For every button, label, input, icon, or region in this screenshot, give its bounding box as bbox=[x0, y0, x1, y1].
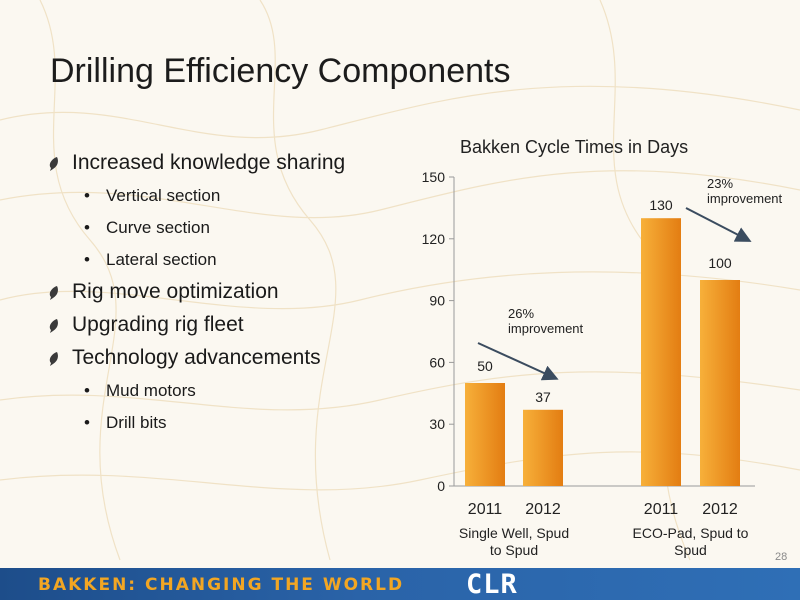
data-label: 37 bbox=[535, 389, 551, 405]
annotation-arrow bbox=[477, 342, 559, 381]
y-tick-label: 120 bbox=[422, 231, 446, 247]
bullet-item: Upgrading rig fleet bbox=[48, 310, 378, 343]
bullet-text: Mud motors bbox=[106, 381, 196, 400]
bullet-text: Technology advancements bbox=[72, 346, 321, 369]
x-tick-label: 2012 bbox=[525, 501, 561, 518]
bullet-text: Drill bits bbox=[106, 413, 167, 432]
sub-bullet-item: • Drill bits bbox=[48, 408, 378, 440]
leaf-bullet-icon bbox=[49, 157, 58, 171]
sub-bullet-item: • Curve section bbox=[48, 213, 378, 245]
bullet-dot: • bbox=[84, 413, 90, 432]
bullet-item: Increased knowledge sharing bbox=[48, 148, 378, 181]
leaf-bullet-icon bbox=[49, 319, 58, 333]
bullet-list: Increased knowledge sharing • Vertical sec… bbox=[48, 148, 378, 440]
bullet-dot: • bbox=[84, 381, 90, 400]
bullet-item: Technology advancements bbox=[48, 343, 378, 376]
x-tick-label: 2011 bbox=[644, 501, 679, 518]
group-label: Single Well, Spud bbox=[459, 525, 569, 541]
bullet-text: Vertical section bbox=[106, 186, 221, 205]
y-tick-label: 30 bbox=[429, 416, 445, 432]
annotation-text: 23% bbox=[707, 176, 733, 191]
bullet-dot: • bbox=[84, 218, 90, 237]
bullet-text: Curve section bbox=[106, 218, 210, 237]
bullet-dot: • bbox=[84, 250, 90, 269]
bullet-text: Rig move optimization bbox=[72, 280, 279, 303]
bullet-text: Increased knowledge sharing bbox=[72, 151, 346, 174]
group-label: to Spud bbox=[490, 542, 538, 558]
bar-chart: 0 30 60 90 120 150 50 2011 37 2012 Single Well, Sp… bbox=[422, 169, 783, 558]
annotation-text: improvement bbox=[508, 321, 584, 336]
sub-bullet-item: • Vertical section bbox=[48, 181, 378, 213]
footer-banner: BAKKEN: CHANGING THE WORLD CLR bbox=[0, 568, 800, 600]
bullet-text: Upgrading rig fleet bbox=[72, 313, 244, 336]
y-tick-label: 150 bbox=[422, 169, 446, 185]
bullet-dot: • bbox=[84, 186, 90, 205]
page-number: 28 bbox=[775, 551, 788, 563]
y-tick-label: 90 bbox=[429, 293, 445, 309]
bar bbox=[465, 383, 505, 486]
chart-title: Bakken Cycle Times in Days bbox=[460, 137, 689, 157]
leaf-bullet-icon bbox=[49, 286, 58, 300]
bullet-text: Lateral section bbox=[106, 250, 217, 269]
annotation-arrow bbox=[685, 207, 752, 242]
sub-bullet-item: • Mud motors bbox=[48, 376, 378, 408]
footer-banner-text: BAKKEN: CHANGING THE WORLD bbox=[38, 575, 405, 595]
group-label: ECO-Pad, Spud to bbox=[633, 525, 749, 541]
annotation-text: 26% bbox=[508, 306, 534, 321]
annotation-text: improvement bbox=[707, 191, 783, 206]
y-tick-label: 0 bbox=[437, 478, 445, 494]
data-label: 50 bbox=[477, 358, 493, 374]
x-tick-label: 2012 bbox=[702, 501, 738, 518]
sub-bullet-item: • Lateral section bbox=[48, 245, 378, 277]
bar bbox=[523, 409, 563, 486]
data-label: 100 bbox=[708, 255, 732, 271]
y-tick-label: 60 bbox=[429, 354, 445, 370]
x-tick-label: 2011 bbox=[468, 501, 503, 518]
slide-title: Drilling Efficiency Components bbox=[50, 52, 511, 90]
bullet-item: Rig move optimization bbox=[48, 277, 378, 310]
leaf-bullet-icon bbox=[49, 352, 58, 366]
group-label: Spud bbox=[674, 542, 707, 558]
bar bbox=[641, 218, 681, 486]
company-logo: CLR bbox=[466, 569, 518, 600]
data-label: 130 bbox=[649, 197, 673, 213]
bar bbox=[700, 280, 740, 486]
